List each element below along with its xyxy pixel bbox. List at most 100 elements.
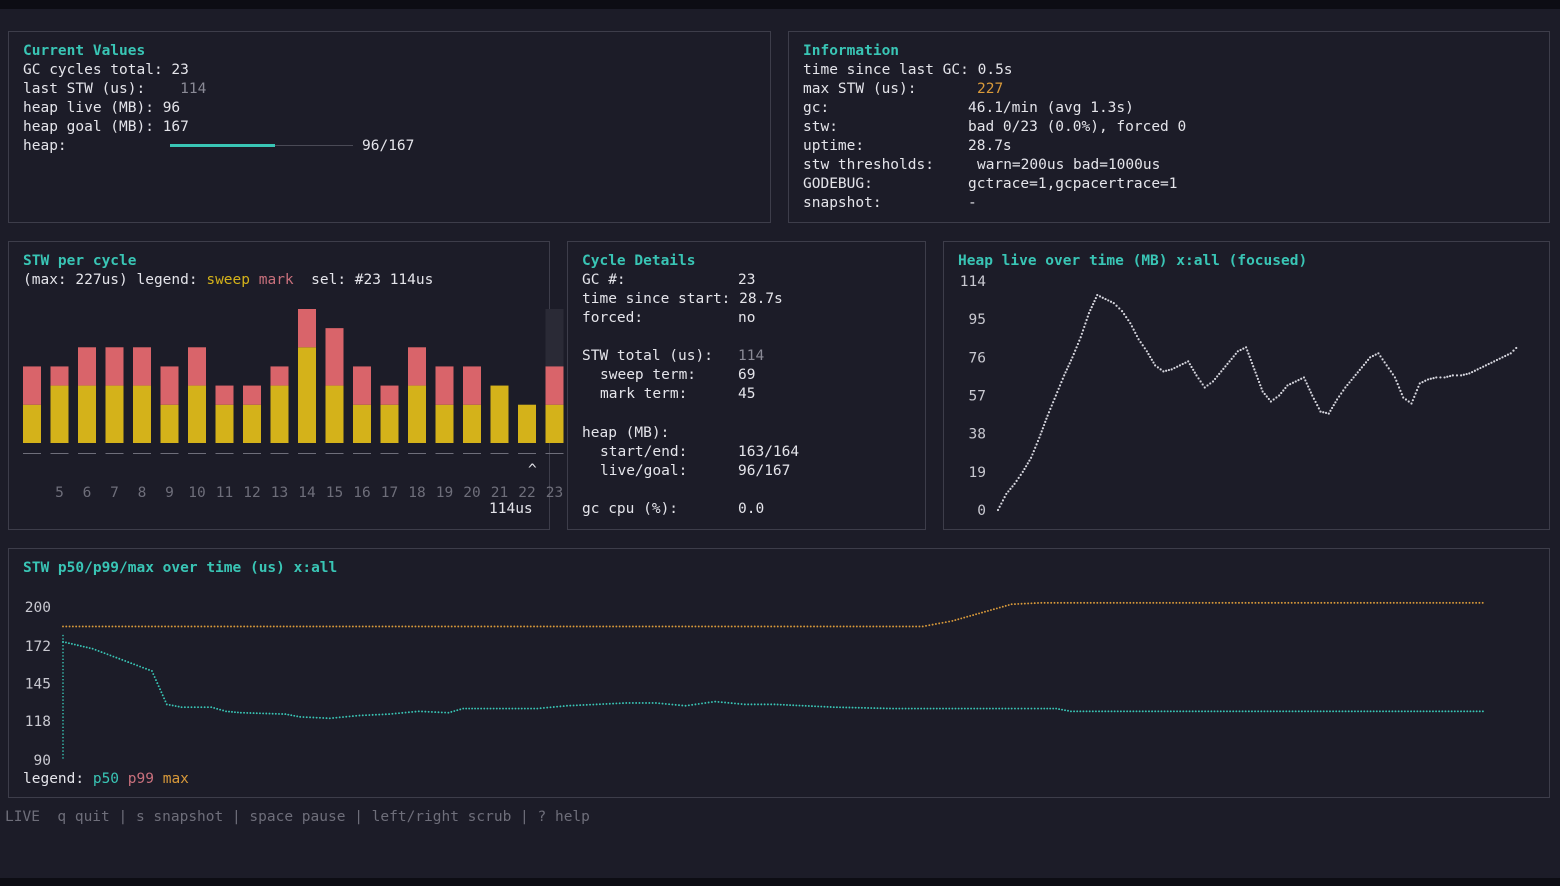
- chart-subtitle: (max: 227us) legend: sweep mark sel: #23…: [23, 272, 433, 288]
- heap-line-dot: [1079, 336, 1082, 339]
- p50-line-dot: [427, 710, 430, 713]
- y-tick-label: 172: [25, 639, 51, 655]
- p99-line-dot: [1257, 601, 1260, 604]
- p99-line-dot: [1228, 601, 1231, 604]
- p99-line-dot: [279, 625, 282, 628]
- p50-line-dot: [1076, 710, 1079, 713]
- heap-line-dot: [1512, 349, 1515, 352]
- p50-line-dot: [1466, 710, 1469, 713]
- p99-line-dot: [216, 625, 219, 628]
- gc-cycles-row: GC cycles total: 23: [23, 62, 189, 78]
- p50-line-dot: [681, 704, 684, 707]
- x-tick-label: 13: [271, 485, 288, 501]
- bar-sweep: [463, 404, 481, 443]
- p99-line-dot: [134, 625, 137, 628]
- p99-line-dot: [885, 625, 888, 628]
- cycle-details-panel: Cycle Details GC #: 23 time since start:…: [567, 241, 926, 530]
- heap-line-dot: [1289, 383, 1292, 386]
- heap-line-dot: [1424, 379, 1427, 382]
- p50-line-dot: [233, 711, 236, 714]
- p50-line-dot: [625, 702, 628, 704]
- heap-line-dot: [1352, 376, 1355, 379]
- y-tick-label: 0: [977, 503, 986, 519]
- p50-line-dot: [1266, 710, 1269, 713]
- y-tick-label: 145: [25, 677, 51, 693]
- p50-line-dot: [1207, 710, 1210, 713]
- p99-line-dot: [1382, 601, 1385, 604]
- p50-line-dot: [1061, 708, 1064, 711]
- p99-line-dot: [1320, 601, 1323, 604]
- heap-line-dot: [1304, 379, 1307, 382]
- p99-line-dot: [1313, 601, 1316, 604]
- p50-line-dot: [1088, 710, 1091, 713]
- p50-line-dot: [85, 646, 88, 649]
- heap-line-dot: [1009, 487, 1012, 491]
- heap-line-dot: [1402, 396, 1405, 399]
- x-tick-label: 21: [491, 485, 508, 501]
- heap-line-dot: [1028, 459, 1031, 462]
- heap-line-dot: [1371, 354, 1374, 358]
- p50-line-dot: [309, 716, 311, 719]
- panel-title: Information: [803, 43, 900, 59]
- p99-line-dot: [417, 625, 420, 628]
- p99-line-dot: [361, 625, 364, 628]
- p50-line-dot: [730, 702, 733, 705]
- p50-line-dot: [1160, 710, 1163, 713]
- p99-line-dot: [1293, 601, 1296, 604]
- p50-line-dot: [180, 706, 183, 709]
- p50-line-dot: [1316, 710, 1319, 713]
- p50-line-dot: [658, 702, 661, 705]
- p99-line-dot: [1139, 601, 1142, 604]
- p50-line-dot: [388, 713, 391, 716]
- heap-line-dot: [1348, 381, 1351, 384]
- p99-line-dot: [852, 625, 855, 628]
- p99-line-dot: [582, 625, 585, 628]
- heap-line-dot: [1255, 374, 1258, 377]
- p50-line-dot: [1113, 710, 1116, 713]
- p50-line-dot: [1126, 710, 1129, 713]
- heap-line-dot: [1317, 407, 1320, 410]
- heap-line-dot: [1094, 296, 1097, 300]
- panel-title: STW p50/p99/max over time (us) x:all: [23, 560, 338, 576]
- p50-line-dot: [1260, 710, 1263, 713]
- p50-line-dot: [1151, 710, 1154, 713]
- p50-line-dot: [612, 702, 615, 705]
- p99-line-dot: [829, 625, 832, 628]
- heap-line-dot: [1089, 309, 1092, 312]
- p50-line-dot: [829, 706, 832, 708]
- p99-line-dot: [332, 625, 335, 628]
- bar-baseline-tick: [23, 453, 41, 454]
- heap-line-dot: [1074, 349, 1077, 352]
- p99-line-dot: [1379, 601, 1382, 604]
- p50-line-dot: [127, 661, 130, 664]
- p50-line-dot: [668, 703, 671, 706]
- p99-line-dot: [1116, 601, 1119, 604]
- p99-line-dot: [1208, 601, 1211, 604]
- p50-line-dot: [789, 704, 792, 707]
- p99-line-dot: [1149, 601, 1151, 604]
- p50-line-dot: [804, 704, 807, 707]
- p99-line-dot: [210, 625, 213, 628]
- heap-line-dot: [1118, 307, 1121, 310]
- heap-line-dot: [1049, 407, 1052, 410]
- p50-line-dot: [1235, 710, 1238, 713]
- p50-line-dot: [1238, 710, 1241, 713]
- heap-line-dot: [1319, 410, 1322, 413]
- bar-sweep: [545, 404, 564, 443]
- heap-line-dot: [1125, 316, 1128, 319]
- forced-label: forced:: [582, 310, 644, 326]
- heap-line-dot: [1080, 332, 1083, 335]
- bar-sweep: [78, 385, 96, 443]
- heap-line-dot: [1286, 384, 1289, 387]
- p50-line-dot: [664, 702, 667, 705]
- p99-line-dot: [1274, 601, 1277, 604]
- heap-line-dot: [1396, 383, 1399, 386]
- p50-line-dot: [1347, 710, 1350, 713]
- p50-line-dot: [219, 708, 222, 711]
- heap-line-dot: [1078, 339, 1081, 342]
- p99-line-dot: [589, 625, 591, 628]
- heap-line-dot: [1041, 427, 1044, 430]
- y-tick-label: 19: [969, 465, 986, 481]
- p99-line-dot: [523, 625, 526, 628]
- p50-line-dot: [948, 707, 951, 710]
